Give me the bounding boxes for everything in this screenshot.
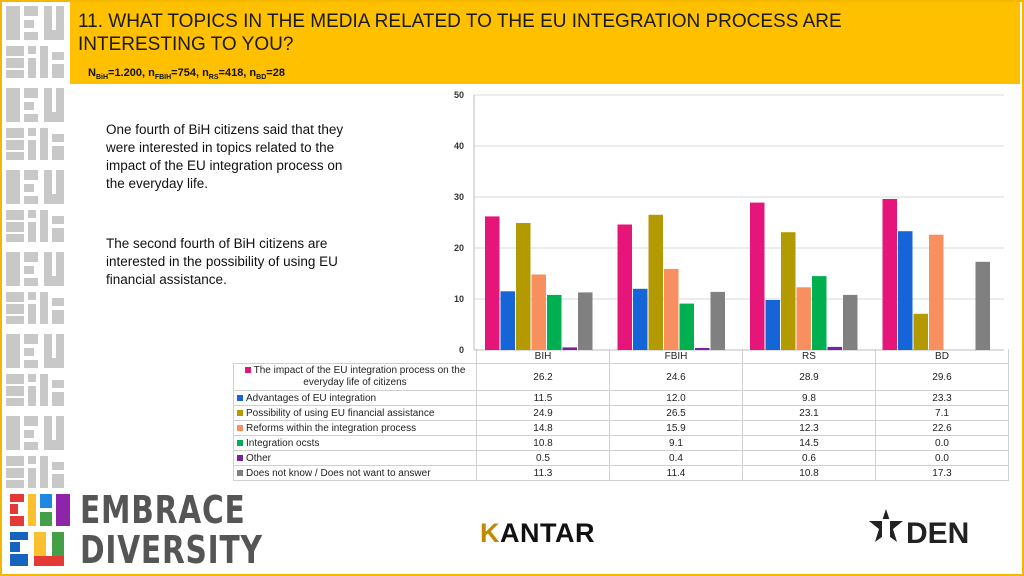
table-row: Possibility of using EU financial assist… xyxy=(233,405,1009,421)
bar xyxy=(485,216,500,350)
bar xyxy=(679,303,694,350)
col-header: BD xyxy=(875,349,1009,364)
row-label: Possibility of using EU financial assist… xyxy=(246,407,435,419)
bar xyxy=(812,276,827,350)
legend-swatch xyxy=(237,439,243,446)
table-cell: 28.9 xyxy=(742,363,876,391)
table-cell: 26.2 xyxy=(476,363,610,391)
table-cell: 24.9 xyxy=(476,405,610,421)
col-header: BIH xyxy=(476,349,610,364)
title-banner: 11. WHAT TOPICS IN THE MEDIA RELATED TO … xyxy=(70,2,1020,84)
table-cell: 14.8 xyxy=(476,420,610,436)
bar xyxy=(975,261,990,350)
legend-swatch xyxy=(237,469,243,476)
col-header: FBIH xyxy=(609,349,743,364)
table-cell: 9.8 xyxy=(742,390,876,406)
table-cell: 0.5 xyxy=(476,450,610,466)
table-cell: 11.3 xyxy=(476,465,610,481)
table-row: Reforms within the integration process 14… xyxy=(233,420,1009,436)
table-cell: 29.6 xyxy=(875,363,1009,391)
table-cell: 11.5 xyxy=(476,390,610,406)
row-label: Advantages of EU integration xyxy=(246,392,377,404)
y-tick-label: 30 xyxy=(454,192,464,202)
table-row: The impact of the EU integration process… xyxy=(233,363,1009,391)
bar xyxy=(664,268,679,350)
bar xyxy=(547,294,562,350)
table-cell: 7.1 xyxy=(875,405,1009,421)
y-tick-label: 20 xyxy=(454,243,464,253)
bar xyxy=(617,224,632,350)
table-cell: 23.3 xyxy=(875,390,1009,406)
bar xyxy=(516,223,531,350)
legend-swatch xyxy=(237,424,243,431)
table-cell: 9.1 xyxy=(609,435,743,451)
table-cell: 12.0 xyxy=(609,390,743,406)
table-cell: 17.3 xyxy=(875,465,1009,481)
table-cell: 0.6 xyxy=(742,450,876,466)
bar xyxy=(781,232,796,350)
table-cell: 26.5 xyxy=(609,405,743,421)
legend-swatch xyxy=(237,394,243,401)
bar xyxy=(843,294,858,350)
bar xyxy=(929,234,944,350)
bar xyxy=(578,292,593,350)
bar xyxy=(531,274,546,350)
row-label: The impact of the EU integration process… xyxy=(253,365,466,388)
table-cell: 0.4 xyxy=(609,450,743,466)
table-cell: 11.4 xyxy=(609,465,743,481)
data-table: BIH FBIH RS BD The impact of the EU inte… xyxy=(233,349,1009,481)
finding-text-2: The second fourth of BiH citizens are in… xyxy=(106,236,338,287)
cden-logo-icon: DEN xyxy=(869,509,969,550)
table-cell: 15.9 xyxy=(609,420,743,436)
y-tick-label: 40 xyxy=(454,141,464,151)
sample-size: NBiH=1.200, nFBIH=754, nRS=418, nBD=28 xyxy=(88,67,285,82)
table-cell: 0.0 xyxy=(875,435,1009,451)
svg-text:DEN: DEN xyxy=(906,517,969,550)
bar xyxy=(710,291,725,350)
embrace-diversity-wordmark: EMBRACE DIVERSITY xyxy=(80,488,263,572)
table-header-row: BIH FBIH RS BD xyxy=(234,349,1009,364)
decorative-pattern xyxy=(6,6,64,488)
table-cell: 24.6 xyxy=(609,363,743,391)
table-cell: 10.8 xyxy=(742,465,876,481)
legend-swatch xyxy=(244,367,251,374)
table-cell: 0.0 xyxy=(875,450,1009,466)
bar xyxy=(898,231,913,350)
legend-swatch xyxy=(237,409,243,416)
bar xyxy=(648,214,663,350)
table-cell: 12.3 xyxy=(742,420,876,436)
table-cell: 23.1 xyxy=(742,405,876,421)
bar xyxy=(827,346,842,350)
embrace-diversity-logo-icon xyxy=(10,494,70,566)
bar xyxy=(500,291,515,350)
table-cell: 10.8 xyxy=(476,435,610,451)
table-cell: 22.6 xyxy=(875,420,1009,436)
y-tick-label: 10 xyxy=(454,294,464,304)
bar-chart: 0 10 20 30 40 50 xyxy=(454,90,1004,354)
table-row: Other 0.5 0.4 0.6 0.0 xyxy=(233,450,1009,466)
bar xyxy=(796,287,811,350)
bar xyxy=(750,202,765,350)
bar xyxy=(633,288,648,350)
row-label: Does not know / Does not want to answer xyxy=(246,467,431,479)
y-tick-label: 50 xyxy=(454,90,464,100)
legend-swatch xyxy=(237,454,243,461)
table-row: Integration ocsts 10.8 9.1 14.5 0.0 xyxy=(233,435,1009,451)
finding-text-1: One fourth of BiH citizens said that the… xyxy=(106,122,344,191)
row-label: Other xyxy=(246,452,272,464)
table-cell: 14.5 xyxy=(742,435,876,451)
table-row: Does not know / Does not want to answer 1… xyxy=(233,465,1009,481)
col-header: RS xyxy=(742,349,876,364)
bar xyxy=(913,313,928,350)
page-title: 11. WHAT TOPICS IN THE MEDIA RELATED TO … xyxy=(78,11,842,55)
y-tick-label: 0 xyxy=(459,345,464,354)
bar xyxy=(765,300,780,350)
kantar-logo: KANTAR xyxy=(480,518,595,548)
bar xyxy=(562,347,577,350)
bar xyxy=(882,199,897,350)
row-label: Reforms within the integration process xyxy=(246,422,417,434)
row-label: Integration ocsts xyxy=(246,437,320,449)
table-row: Advantages of EU integration 11.5 12.0 9.8 2… xyxy=(233,390,1009,406)
